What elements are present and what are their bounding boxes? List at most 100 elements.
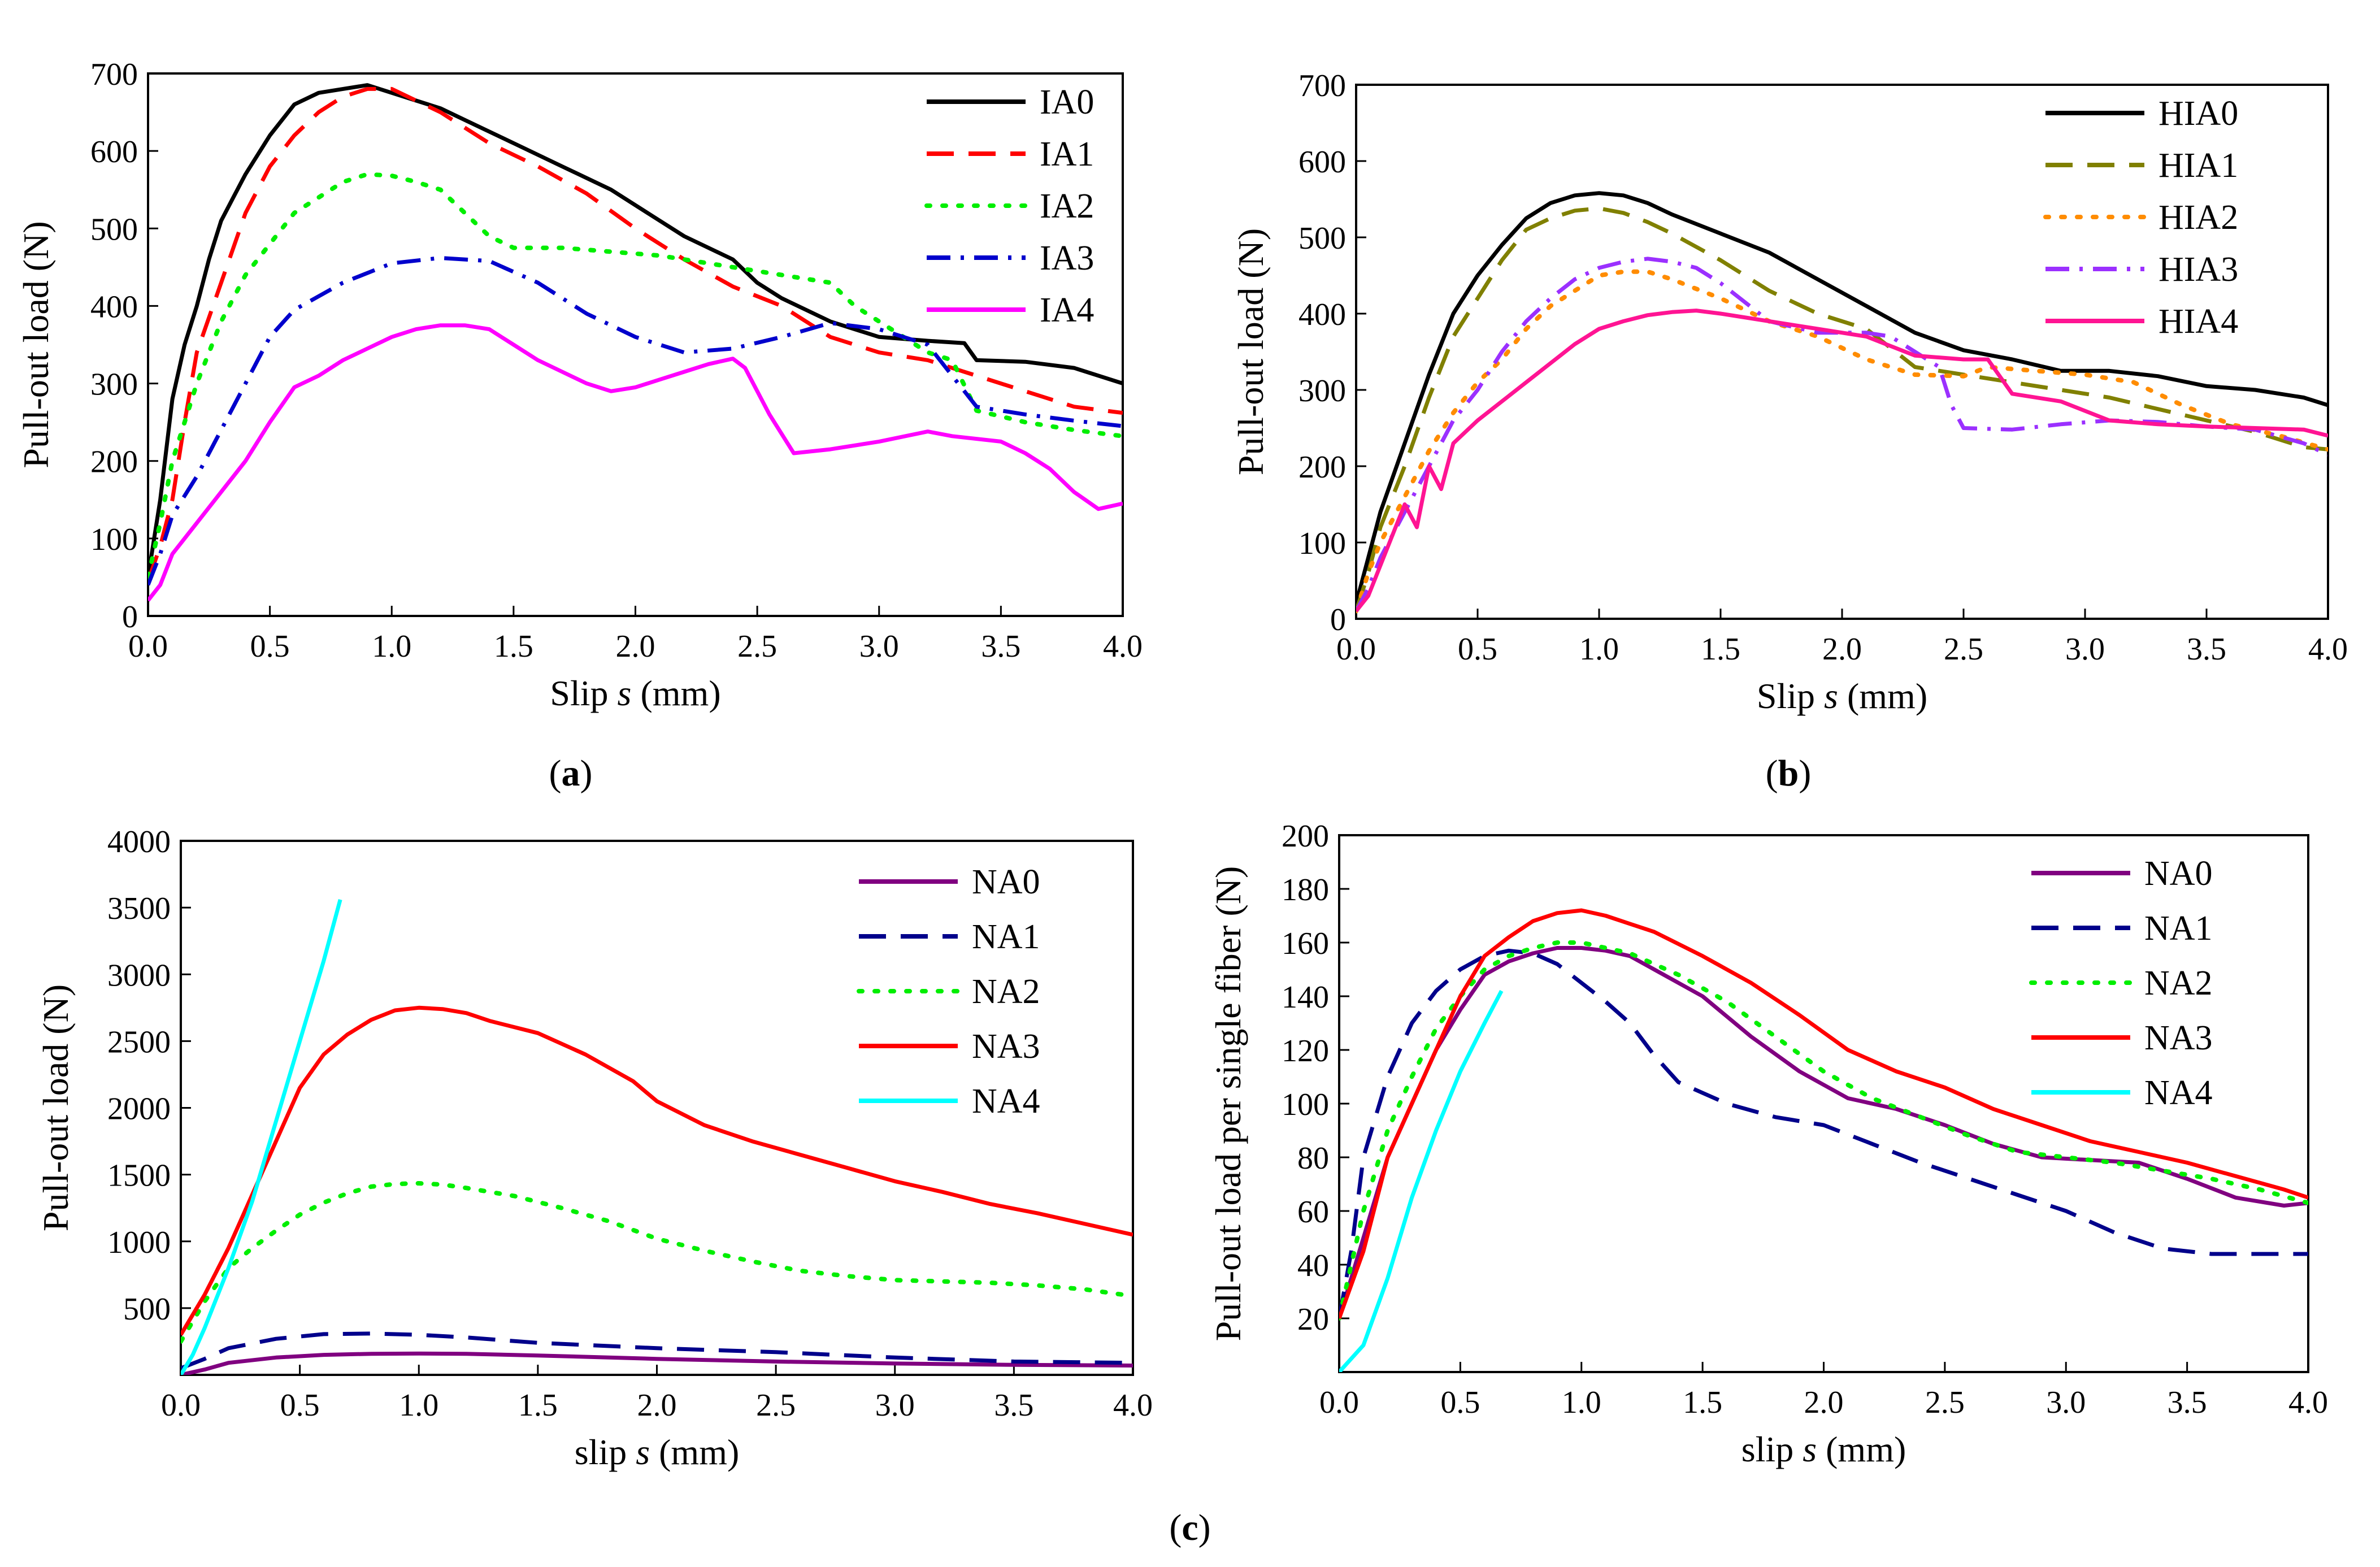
- y-tick-label: 1500: [107, 1158, 171, 1193]
- y-tick-label: 160: [1282, 926, 1329, 961]
- x-tick-label: 0.0: [128, 629, 168, 664]
- x-axis-title-main: slip: [575, 1432, 636, 1472]
- x-axis-title-main: Slip: [1757, 676, 1824, 716]
- x-tick-label: 2.0: [1804, 1385, 1844, 1420]
- chart-panel-c-right: 0.0 0.5 1.0 1.5 2.0 2.5 3.0 3.5 4.0 20 40 60 80 100 12…: [1208, 819, 2328, 1469]
- y-tick-label: 200: [1282, 819, 1329, 854]
- y-tick-label: 40: [1297, 1248, 1329, 1283]
- x-tick-label: 3.5: [2187, 632, 2226, 667]
- series-line-na2: [1339, 940, 2308, 1321]
- series-line-hia0: [1356, 191, 2328, 604]
- legend-label-na4: NA4: [2144, 1074, 2213, 1112]
- legend-label-na0: NA0: [972, 863, 1040, 901]
- legend-label-na0: NA0: [2144, 854, 2213, 893]
- x-axis-title: slip s (mm): [575, 1432, 740, 1472]
- x-tick-label: 2.0: [1822, 632, 1862, 667]
- x-tick-label: 0.0: [1336, 632, 1376, 667]
- y-tick-label: 140: [1282, 980, 1329, 1015]
- series-line-hia3: [1356, 257, 2328, 613]
- series-line-na3: [1339, 908, 2308, 1319]
- chart-panel-a: 0.0 0.5 1.0 1.5 2.0 2.5 3.0 3.5 4.0 0 100 200 300 400…: [16, 57, 1143, 713]
- panel-letter-b: b: [1778, 753, 1799, 794]
- y-axis-title: Pull-out load per single fiber (N): [1208, 866, 1248, 1342]
- legend-label-na1: NA1: [2144, 909, 2213, 948]
- series-line-hia4: [1356, 309, 2328, 613]
- chart-panel-b: 0.0 0.5 1.0 1.5 2.0 2.5 3.0 3.5 4.0 0 100 200 300 400…: [1231, 68, 2348, 716]
- x-tick-label: 1.5: [518, 1388, 558, 1423]
- series-line-na1: [181, 1331, 1133, 1370]
- y-tick-label: 100: [90, 522, 138, 557]
- legend-label-na4: NA4: [972, 1082, 1040, 1121]
- y-tick-label: 600: [1298, 145, 1346, 180]
- series-line-na4: [181, 898, 342, 1375]
- x-tick-label: 2.5: [1944, 632, 1983, 667]
- x-axis-title: Slip s (mm): [1757, 676, 1927, 716]
- x-tick-label: 4.0: [1113, 1388, 1153, 1423]
- y-tick-label: 200: [1298, 450, 1346, 485]
- x-tick-label: 4.0: [1103, 629, 1143, 664]
- y-tick-label: 300: [90, 367, 138, 402]
- y-tick-label: 0: [122, 600, 138, 635]
- x-axis-title-unit: (mm): [1838, 676, 1927, 716]
- x-tick-label: 2.0: [637, 1388, 677, 1423]
- x-axis-title: Slip s (mm): [550, 673, 720, 713]
- series-line-ia1: [148, 86, 1123, 582]
- y-tick-label: 500: [1298, 221, 1346, 256]
- y-tick-label: 300: [1298, 374, 1346, 409]
- series-line-na1: [1339, 948, 2308, 1319]
- x-axis-title-var: s: [618, 673, 632, 713]
- y-tick-label: 20: [1297, 1302, 1329, 1337]
- x-tick-label: 0.5: [250, 629, 290, 664]
- panel-letter-c: c: [1182, 1507, 1198, 1548]
- x-axis-title-var: s: [636, 1432, 650, 1472]
- x-tick-label: 3.5: [994, 1388, 1033, 1423]
- y-axis-title: Pull-out load (N): [36, 984, 76, 1231]
- legend-label-ia0: IA0: [1040, 83, 1094, 121]
- y-tick-label: 80: [1297, 1141, 1329, 1176]
- x-axis-title-main: Slip: [550, 673, 617, 713]
- x-tick-label: 1.5: [494, 629, 533, 664]
- y-tick-label: 1000: [107, 1225, 171, 1260]
- x-axis-title-main: slip: [1741, 1429, 1803, 1469]
- x-axis-title-unit: (mm): [650, 1432, 739, 1472]
- panel-label-c: (c): [1169, 1507, 1210, 1548]
- x-tick-label: 0.0: [1319, 1385, 1359, 1420]
- x-tick-label: 0.0: [161, 1388, 201, 1423]
- x-axis-title-unit: (mm): [631, 673, 720, 713]
- series-line-ia0: [148, 83, 1123, 578]
- y-tick-label: 100: [1298, 526, 1346, 561]
- x-tick-label: 2.5: [1925, 1385, 1965, 1420]
- series-line-ia3: [148, 255, 1123, 586]
- x-tick-label: 4.0: [2288, 1385, 2328, 1420]
- y-tick-label: 500: [123, 1292, 171, 1327]
- y-tick-label: 600: [90, 134, 138, 170]
- legend-label-na2: NA2: [972, 973, 1040, 1011]
- series-line-na0: [1339, 946, 2308, 1319]
- x-tick-label: 0.5: [1458, 632, 1497, 667]
- x-tick-label: 2.5: [737, 629, 777, 664]
- legend-label-hia0: HIA0: [2158, 94, 2238, 133]
- x-tick-label: 1.0: [1579, 632, 1619, 667]
- legend-label-na2: NA2: [2144, 964, 2213, 1002]
- series-line-na3: [181, 1005, 1133, 1336]
- y-tick-label: 120: [1282, 1034, 1329, 1069]
- y-tick-label: 2000: [107, 1092, 171, 1127]
- x-axis-title-unit: (mm): [1817, 1429, 1906, 1469]
- x-tick-label: 2.0: [616, 629, 655, 664]
- legend-label-hia4: HIA4: [2158, 302, 2238, 341]
- x-tick-label: 3.0: [859, 629, 899, 664]
- x-axis-title: slip s (mm): [1741, 1429, 1906, 1469]
- x-tick-label: 2.5: [756, 1388, 796, 1423]
- y-tick-label: 3500: [107, 891, 171, 926]
- y-tick-label: 700: [90, 57, 138, 92]
- y-tick-label: 200: [90, 445, 138, 480]
- x-tick-label: 3.0: [875, 1388, 915, 1423]
- series-line-na2: [181, 1181, 1133, 1344]
- y-tick-label: 4000: [107, 824, 171, 860]
- series-line-hia1: [1356, 206, 2328, 612]
- x-tick-label: 3.5: [2168, 1385, 2207, 1420]
- legend-label-na1: NA1: [972, 918, 1040, 956]
- chart-panel-c-left: 0.0 0.5 1.0 1.5 2.0 2.5 3.0 3.5 4.0 500 1000 1500 20…: [36, 824, 1153, 1472]
- x-tick-label: 3.0: [2046, 1385, 2086, 1420]
- y-tick-label: 400: [90, 289, 138, 324]
